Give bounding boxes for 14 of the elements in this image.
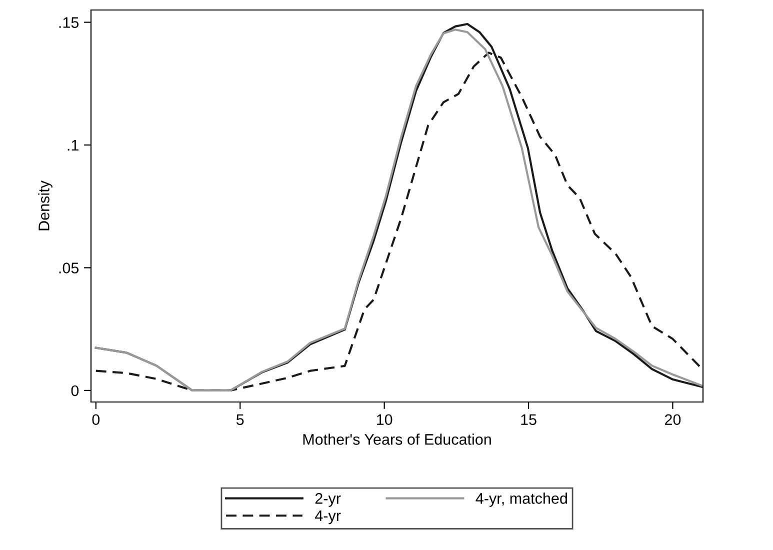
legend-label: 4-yr: [315, 510, 341, 524]
y-tick-label: 0: [71, 385, 79, 396]
legend-label: 4-yr, matched: [476, 492, 567, 507]
x-axis-title: Mother's Years of Education: [303, 434, 491, 445]
y-tick-label: .15: [59, 17, 79, 28]
y-tick-label: .1: [68, 140, 78, 151]
legend-label: 2-yr: [315, 493, 341, 507]
x-tick-label: 15: [521, 414, 536, 426]
x-tick-label: 10: [376, 414, 392, 426]
x-tick-label: 5: [236, 414, 244, 426]
x-tick-label: 0: [92, 414, 100, 426]
y-axis-title: Density: [38, 180, 52, 230]
y-tick-label: .05: [59, 262, 79, 274]
x-tick-label: 20: [664, 414, 681, 426]
